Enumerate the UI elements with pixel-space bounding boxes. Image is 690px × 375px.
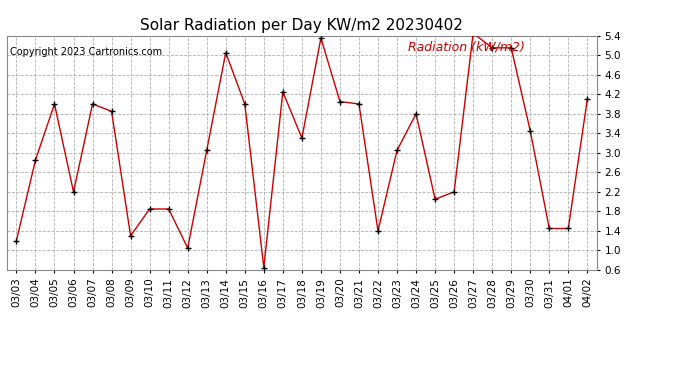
Text: Radiation (kW/m2): Radiation (kW/m2) [408,40,525,53]
Text: Copyright 2023 Cartronics.com: Copyright 2023 Cartronics.com [10,47,162,57]
Title: Solar Radiation per Day KW/m2 20230402: Solar Radiation per Day KW/m2 20230402 [141,18,463,33]
